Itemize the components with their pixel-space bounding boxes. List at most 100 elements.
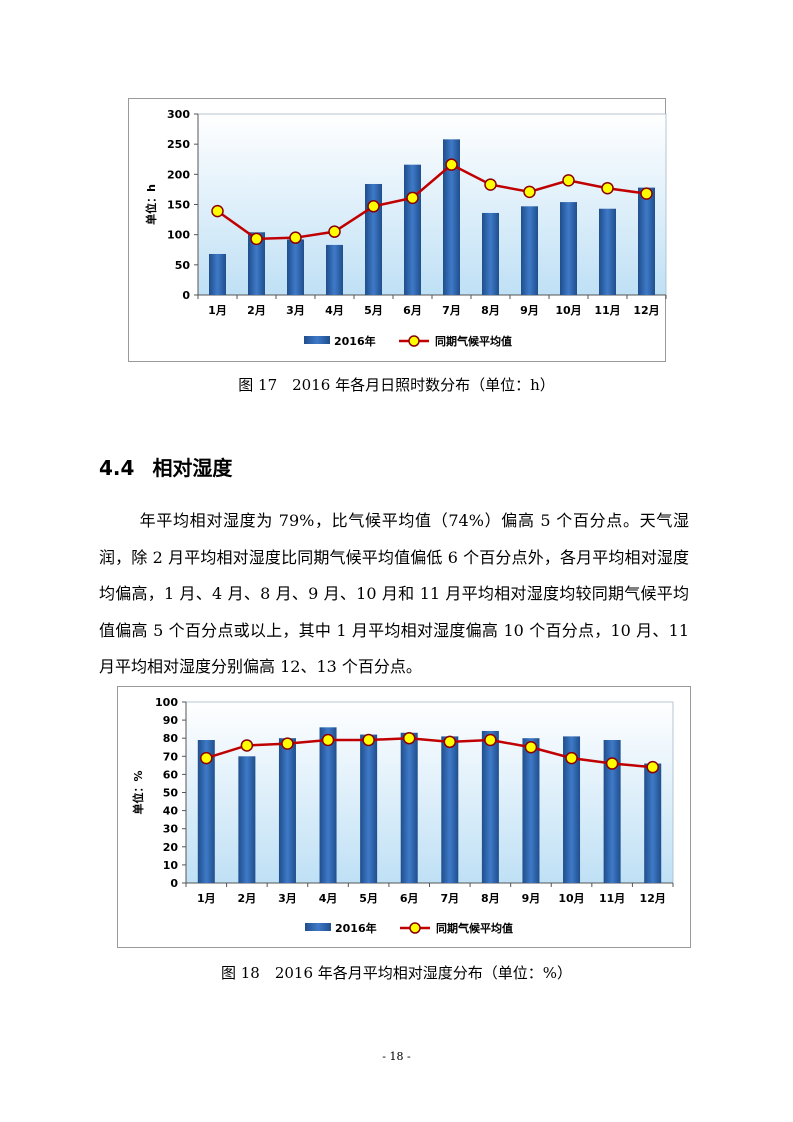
x-tick-label: 5月 — [364, 304, 383, 317]
y-axis-label: 单位：% — [131, 770, 145, 814]
x-tick-label: 9月 — [522, 892, 541, 905]
bar-2016 — [599, 208, 616, 295]
climate-average-point — [445, 158, 458, 171]
y-tick-label: 300 — [167, 108, 190, 121]
climate-average-point — [402, 731, 416, 745]
x-tick-label: 12月 — [640, 892, 666, 905]
bar-2016 — [522, 738, 540, 883]
legend-bar-label: 2016年 — [334, 334, 376, 348]
bar-2016 — [278, 738, 296, 883]
x-tick-label: 8月 — [481, 304, 500, 317]
chart-legend: 2016年 同期气候平均值 — [304, 334, 512, 348]
x-tick-label: 4月 — [325, 304, 344, 317]
climate-average-point — [565, 751, 578, 765]
bar-2016 — [563, 736, 581, 883]
x-tick-label: 9月 — [520, 304, 539, 317]
y-tick-label: 50 — [175, 259, 191, 272]
x-tick-label: 12月 — [633, 304, 659, 317]
climate-average-point — [406, 191, 419, 205]
x-tick-label: 7月 — [442, 304, 461, 317]
section-title: 相对湿度 — [152, 456, 233, 480]
climate-average-point — [484, 733, 497, 747]
y-tick-label: 0 — [170, 877, 178, 890]
x-tick-label: 2月 — [247, 304, 266, 317]
figure17-caption: 图 17 2016 年各月日照时数分布（单位：h） — [238, 376, 555, 394]
bar-2016 — [238, 756, 256, 883]
y-tick-label: 20 — [163, 841, 179, 854]
bar-2016 — [441, 736, 459, 883]
x-tick-label: 1月 — [208, 304, 227, 317]
legend-bar-label: 2016年 — [335, 921, 377, 935]
relative-humidity-chart: 0 10 20 30 40 50 60 70 80 90 100 单位：% 1月 2月 3月 4月 5月 6月 7月… — [117, 686, 691, 948]
x-tick-label: 3月 — [278, 892, 297, 905]
climate-average-point — [362, 733, 375, 747]
bar-2016 — [644, 763, 662, 883]
y-tick-label: 0 — [182, 289, 190, 302]
bar-2016 — [360, 734, 378, 883]
x-tick-label: 4月 — [319, 892, 338, 905]
y-tick-label: 250 — [167, 138, 190, 151]
y-tick-label: 10 — [163, 859, 179, 872]
climate-average-point — [523, 185, 536, 199]
x-tick-label: 10月 — [558, 892, 584, 905]
x-tick-label: 6月 — [403, 304, 422, 317]
bar-2016 — [326, 244, 343, 295]
bar-2016 — [560, 202, 577, 295]
x-tick-label: 11月 — [599, 892, 625, 905]
climate-average-point — [605, 757, 619, 770]
y-tick-label: 30 — [163, 823, 179, 836]
legend-bar-swatch — [305, 923, 331, 931]
relative-humidity-chart-svg: 0 10 20 30 40 50 60 70 80 90 100 单位：% 1月 2月 3月 4月 5月 6月 7月… — [131, 696, 674, 935]
climate-average-point — [240, 739, 254, 752]
climate-average-point — [289, 231, 302, 244]
legend-marker-swatch — [409, 922, 421, 934]
y-axis-label: 单位：h — [144, 184, 158, 225]
chart-legend: 2016年 同期气候平均值 — [305, 921, 513, 935]
y-tick-label: 100 — [155, 696, 178, 709]
x-tick-label: 7月 — [440, 892, 459, 905]
bar-2016 — [603, 740, 621, 883]
y-tick-label: 200 — [167, 168, 190, 181]
x-tick-label: 11月 — [594, 304, 620, 317]
x-tick-label: 8月 — [481, 892, 500, 905]
legend-line-label: 同期气候平均值 — [436, 921, 513, 935]
climate-average-point — [211, 204, 224, 218]
climate-average-point — [646, 760, 659, 774]
bar-2016 — [521, 206, 538, 295]
climate-average-point — [484, 178, 497, 191]
climate-average-point — [328, 225, 341, 238]
climate-average-line — [205, 736, 653, 769]
bar-2016 — [638, 187, 655, 295]
y-tick-label: 50 — [163, 787, 179, 800]
bar-2016 — [443, 139, 460, 295]
bar-2016 — [400, 732, 418, 883]
climate-average-point — [562, 174, 575, 187]
bar-2016 — [248, 232, 265, 295]
climate-average-point — [640, 187, 653, 200]
page-number: - 18 - — [382, 1050, 411, 1063]
climate-average-point — [200, 751, 213, 765]
x-tick-label: 6月 — [400, 892, 419, 905]
x-tick-label: 10月 — [555, 304, 581, 317]
section-number: 4.4 — [99, 456, 135, 480]
paragraph-text: 年平均相对湿度为 79%，比气候平均值（74%）偏高 5 个百分点。天气湿润，除… — [99, 511, 689, 676]
figure18-caption: 图 18 2016 年各月平均相对湿度分布（单位：%） — [220, 964, 573, 982]
bar-2016 — [404, 164, 421, 295]
plot-area — [197, 113, 667, 296]
bar-2016 — [319, 727, 337, 883]
bar-2016 — [209, 253, 226, 295]
humidity-paragraph: 年平均相对湿度为 79%，比气候平均值（74%）偏高 5 个百分点。天气湿润，除… — [99, 503, 689, 686]
x-tick-label: 5月 — [359, 892, 378, 905]
climate-average-point — [321, 733, 335, 747]
bar-2016 — [482, 212, 499, 295]
x-tick-label: 3月 — [286, 304, 305, 317]
legend-line-label: 同期气候平均值 — [435, 334, 512, 348]
plot-area — [185, 701, 674, 884]
bar-2016 — [481, 730, 499, 883]
climate-average-point — [367, 200, 380, 213]
y-tick-label: 60 — [163, 768, 179, 781]
bar-2016 — [197, 740, 215, 883]
climate-average-point — [443, 735, 457, 749]
legend-bar-swatch — [304, 336, 330, 344]
climate-average-point — [250, 232, 263, 246]
